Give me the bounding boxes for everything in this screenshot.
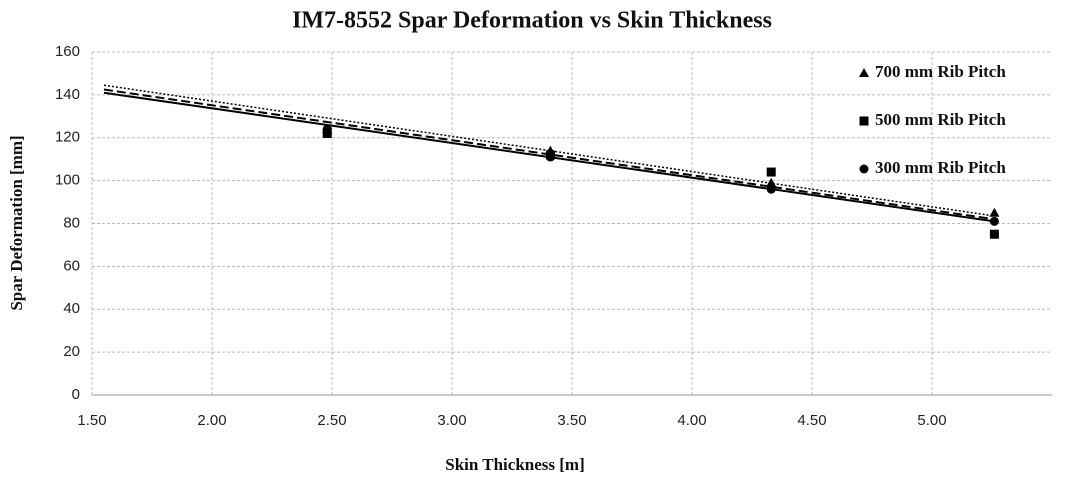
x-tick-label: 2.00 xyxy=(197,412,226,429)
marker-triangle xyxy=(545,145,556,155)
x-axis-title: Skin Thickness [m] xyxy=(445,455,585,474)
y-tick-label: 80 xyxy=(63,214,80,231)
chart-title: IM7-8552 Spar Deformation vs Skin Thickn… xyxy=(292,8,772,34)
y-tick-label: 40 xyxy=(63,300,80,317)
x-tick-label: 1.50 xyxy=(77,412,106,429)
y-tick-label: 0 xyxy=(72,386,80,403)
marker-square xyxy=(989,229,999,239)
x-tick-label: 3.00 xyxy=(437,412,466,429)
x-tick-label: 2.50 xyxy=(317,412,346,429)
legend-marker xyxy=(859,116,869,126)
x-tick-label: 4.00 xyxy=(677,412,706,429)
y-tick-label: 100 xyxy=(55,172,80,189)
marker-square xyxy=(766,167,776,177)
y-axis-title: Spar Deformation [mm] xyxy=(7,135,26,310)
marker-square xyxy=(322,128,332,138)
legend-label: 500 mm Rib Pitch xyxy=(875,110,1006,129)
marker-triangle xyxy=(766,177,777,187)
marker-square xyxy=(545,150,555,160)
marker-circle xyxy=(766,184,776,194)
legend-label: 300 mm Rib Pitch xyxy=(875,158,1006,177)
x-tick-label: 4.50 xyxy=(797,412,826,429)
legend-marker xyxy=(859,68,869,77)
y-tick-label: 160 xyxy=(55,43,80,60)
x-tick-label: 5.00 xyxy=(917,412,946,429)
y-tick-label: 140 xyxy=(55,86,80,103)
y-tick-label: 120 xyxy=(55,129,80,146)
legend-label: 700 mm Rib Pitch xyxy=(875,62,1006,81)
marker-triangle xyxy=(322,124,333,134)
marker-circle xyxy=(989,216,999,226)
x-tick-label: 3.50 xyxy=(557,412,586,429)
legend-marker xyxy=(859,164,869,174)
marker-triangle xyxy=(989,207,1000,217)
y-tick-label: 20 xyxy=(63,343,80,360)
y-tick-label: 60 xyxy=(63,257,80,274)
